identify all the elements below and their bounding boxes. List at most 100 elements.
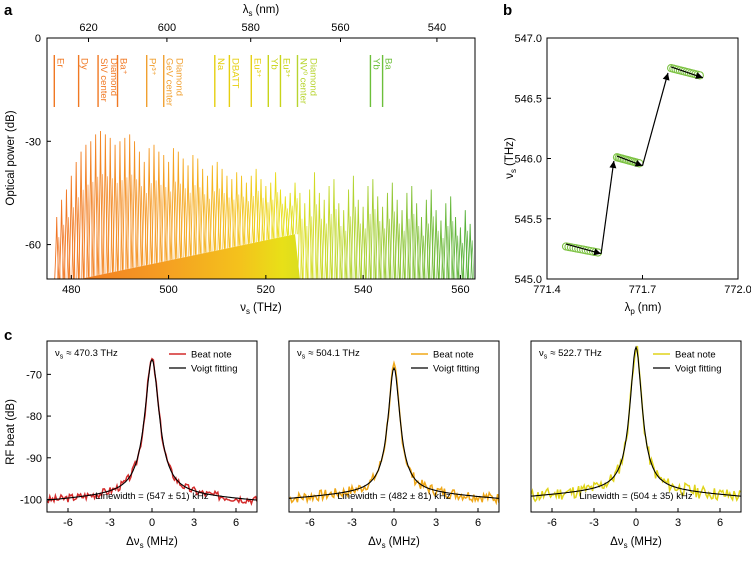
panel-b-tuning: 771.4 771.7 772.0 545.0 545.5 546.0 546.5 547.… [504, 33, 751, 316]
y-tick-label: -100 [20, 494, 42, 506]
spectrum-comb-lines [54, 130, 475, 279]
y-tick-label: 0 [35, 33, 41, 45]
spectrum-floor [80, 234, 475, 279]
panel-c-beat-notes: -6 -3 0 3 6 -70 -80 -90 -100 Δνs (MHz) νs ≈ 470.3 TH… [20, 340, 742, 550]
y-tick-label: -30 [25, 136, 41, 148]
panel-label-b: b [503, 2, 512, 19]
annotation-label: Dy [79, 58, 90, 70]
x-tick-label: 0 [149, 517, 155, 529]
x-tick-label: 771.4 [533, 284, 561, 296]
annotation-label: Eu³⁺ [280, 58, 291, 78]
arrow-head [695, 72, 703, 79]
top-tick-label: 540 [428, 22, 446, 34]
comb-line [295, 198, 300, 235]
panel-a-top-label: λs (nm) [243, 4, 280, 18]
voigt-fit-trace [531, 345, 741, 497]
annotation-label: Ba⁺ [118, 58, 129, 75]
center-frequency-label: νs ≈ 504.1 THz [297, 348, 360, 361]
y-tick-label: 545.5 [514, 214, 542, 226]
top-tick-label: 620 [79, 22, 97, 34]
arrow-head [593, 248, 602, 256]
x-tick-label: 6 [233, 517, 239, 529]
annotation-label: Yb [370, 58, 381, 70]
linewidth-label: Linewidth = (482 ± 81) kHz [337, 491, 450, 502]
x-axis-label: Δνs (MHz) [126, 536, 178, 550]
annotation-label: NV⁰ center [297, 58, 308, 104]
panel-a-top-ticks: 620 600 580 560 540 [79, 22, 446, 42]
panel-b-frame [546, 37, 739, 280]
x-tick-label: -6 [63, 517, 73, 529]
x-tick-label: 540 [354, 284, 372, 296]
y-tick-label: 547.0 [514, 33, 542, 45]
beat-note-trace [47, 357, 257, 506]
annotation-label: Diamond [108, 58, 119, 96]
annotation-label: Eu³⁺ [251, 58, 262, 78]
legend-label-fit: Voigt fitting [675, 364, 721, 375]
panel-c-y-label: RF beat (dB) [5, 399, 17, 465]
panel-b-points [561, 63, 704, 257]
panel-label-a: a [4, 2, 13, 19]
x-tick-label: 6 [475, 517, 481, 529]
annotation-label: Er [54, 58, 65, 68]
annotation-label: GeV center [164, 58, 175, 106]
top-tick-label: 580 [242, 22, 260, 34]
annotation-label: Diamond [307, 58, 318, 96]
x-tick-label: 3 [433, 517, 439, 529]
beat-note-panel: -6 -3 0 3 6 -70 -80 -90 -100 Δνs (MHz) νs ≈ 470.3 TH… [20, 340, 258, 550]
x-tick-label: -3 [105, 517, 115, 529]
x-tick-label: 500 [159, 284, 177, 296]
beat-note-panel: -6 -3 0 3 6 Δνs (MHz) νs ≈ 504.1 THz Beat note Voi… [288, 340, 500, 550]
y-tick-label: 546.0 [514, 154, 542, 166]
x-tick-label: 520 [257, 284, 275, 296]
center-frequency-label: νs ≈ 522.7 THz [539, 348, 602, 361]
panel-b-y-ticks: 545.0 545.5 546.0 546.5 547.0 [514, 33, 551, 286]
center-frequency-label: νs ≈ 470.3 THz [55, 348, 118, 361]
x-tick-label: 6 [717, 517, 723, 529]
y-tick-label: 545.0 [514, 274, 542, 286]
panel-a-x-label: νs (THz) [240, 302, 282, 316]
panel-b-x-label: λp (nm) [625, 302, 662, 316]
annotation-label: SiV center [98, 58, 109, 102]
top-tick-label: 600 [158, 22, 176, 34]
y-tick-label: -90 [26, 453, 42, 465]
arrow-line [600, 160, 615, 254]
x-axis-label: Δνs (MHz) [610, 536, 662, 550]
linewidth-label: Linewidth = (547 ± 51) kHz [95, 491, 208, 502]
panel-a-y-label: Optical power (dB) [5, 110, 17, 205]
x-tick-label: -6 [547, 517, 557, 529]
legend-label-beat: Beat note [675, 350, 716, 361]
y-tick-label: -70 [26, 369, 42, 381]
x-tick-label: 480 [62, 284, 80, 296]
panel-label-c: c [4, 327, 12, 344]
x-tick-label: 3 [191, 517, 197, 529]
x-tick-label: -3 [589, 517, 599, 529]
legend-label-fit: Voigt fitting [191, 364, 237, 375]
x-tick-label: 0 [633, 517, 639, 529]
panel-a-frame [46, 37, 476, 280]
y-tick-label: -80 [26, 411, 42, 423]
arrow-head [662, 72, 670, 81]
annotation-label: Pr³⁺ [147, 58, 158, 76]
annotation-label: Diamond [174, 58, 185, 96]
x-tick-label: 772.0 [724, 284, 751, 296]
x-tick-label: 771.7 [629, 284, 657, 296]
panel-b-arrows [565, 66, 704, 256]
voigt-fit-trace [289, 366, 499, 499]
annotation-label: DBATT [229, 58, 240, 89]
legend-label-beat: Beat note [191, 350, 232, 361]
arrow-head [634, 159, 643, 167]
y-tick-label: 546.5 [514, 93, 542, 105]
legend-label-beat: Beat note [433, 350, 474, 361]
panel-a-x-ticks: 480 500 520 540 560 [62, 275, 470, 296]
beat-note-trace [289, 360, 499, 506]
panel-b-y-label: νs(THz) [504, 137, 518, 179]
voigt-fit-trace [47, 358, 257, 501]
x-tick-label: 0 [391, 517, 397, 529]
annotation-label: Yb [268, 58, 279, 70]
panel-a-y-ticks: 0 -30 -60 [25, 33, 51, 252]
comb-line [470, 240, 475, 279]
top-tick-label: 560 [331, 22, 349, 34]
